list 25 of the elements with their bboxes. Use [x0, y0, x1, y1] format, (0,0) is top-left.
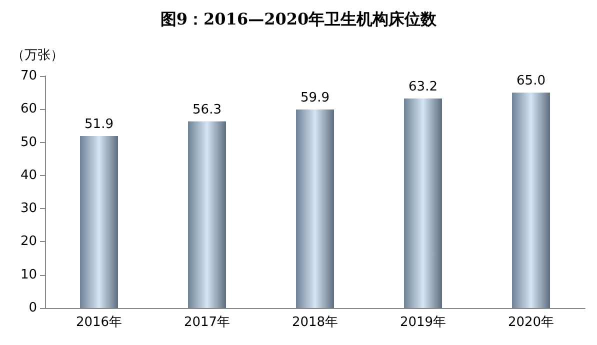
bar [80, 136, 118, 308]
x-tick-label: 2016年 [76, 315, 122, 330]
bar [188, 121, 226, 308]
y-axis-title: （万张） [12, 48, 64, 63]
y-tick-label: 10 [20, 267, 37, 282]
x-tick-label: 2020年 [508, 315, 554, 330]
data-label: 65.0 [516, 74, 546, 89]
data-label: 56.3 [192, 102, 222, 118]
bar [512, 92, 550, 308]
bar [296, 109, 334, 308]
y-tick-label: 30 [20, 201, 37, 216]
y-tick-label: 40 [20, 168, 37, 183]
y-tick-label: 70 [20, 68, 37, 84]
chart-title: 图9：2016—2020年卫生机构床位数 [160, 10, 438, 28]
bar [404, 98, 442, 308]
x-tick-label: 2017年 [184, 315, 230, 330]
y-tick-label: 60 [20, 102, 37, 117]
x-tick-label: 2018年 [292, 315, 338, 330]
x-tick-label: 2019年 [400, 315, 446, 330]
y-tick-label: 20 [20, 234, 37, 250]
data-label: 63.2 [408, 80, 438, 95]
y-tick-label: 50 [20, 134, 37, 150]
data-label: 51.9 [84, 116, 114, 132]
data-label: 59.9 [300, 90, 330, 106]
y-tick-label: 0 [28, 300, 37, 316]
